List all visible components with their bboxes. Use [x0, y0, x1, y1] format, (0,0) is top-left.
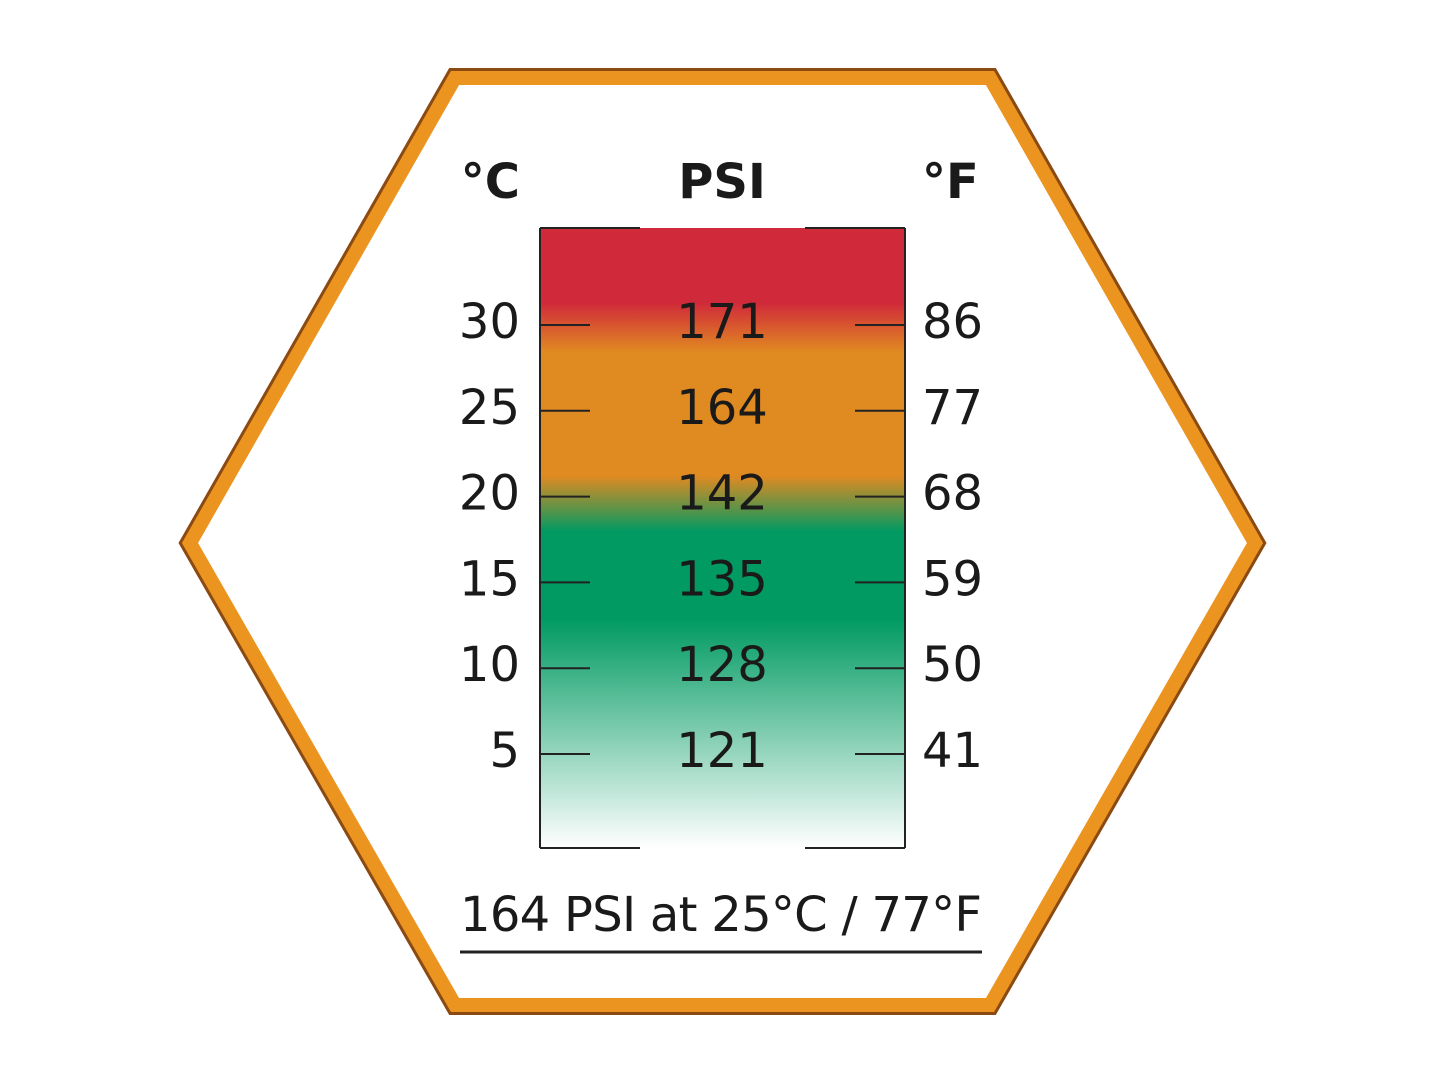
celsius-value: 20: [459, 466, 520, 522]
fahrenheit-value: 86: [922, 294, 983, 350]
fahrenheit-value: 50: [922, 637, 983, 693]
psi-value: 171: [676, 294, 768, 350]
scale-frame: [539, 227, 906, 849]
celsius-value: 5: [489, 723, 520, 779]
celsius-header: °C: [461, 154, 520, 210]
psi-value: 121: [676, 723, 768, 779]
gradient-scale: [540, 228, 905, 848]
celsius-value: 10: [459, 637, 520, 693]
fahrenheit-value: 59: [922, 551, 983, 607]
celsius-value: 30: [459, 294, 520, 350]
psi-value: 142: [676, 466, 768, 522]
celsius-value: 15: [459, 551, 520, 607]
fahrenheit-value: 68: [922, 466, 983, 522]
rows: 30 171 86 25 164 77 20 142 68 15 135 59 10 128 50 5 121 4…: [459, 294, 983, 779]
celsius-value: 25: [459, 380, 520, 436]
psi-value: 128: [676, 637, 768, 693]
psi-value: 135: [676, 551, 768, 607]
psi-header: PSI: [678, 154, 766, 210]
footer: 164 PSI at 25°C / 77°F: [460, 887, 982, 943]
psi-value: 164: [676, 380, 768, 436]
fahrenheit-header: °F: [922, 154, 979, 210]
fahrenheit-value: 41: [922, 723, 983, 779]
fahrenheit-value: 77: [922, 380, 983, 436]
